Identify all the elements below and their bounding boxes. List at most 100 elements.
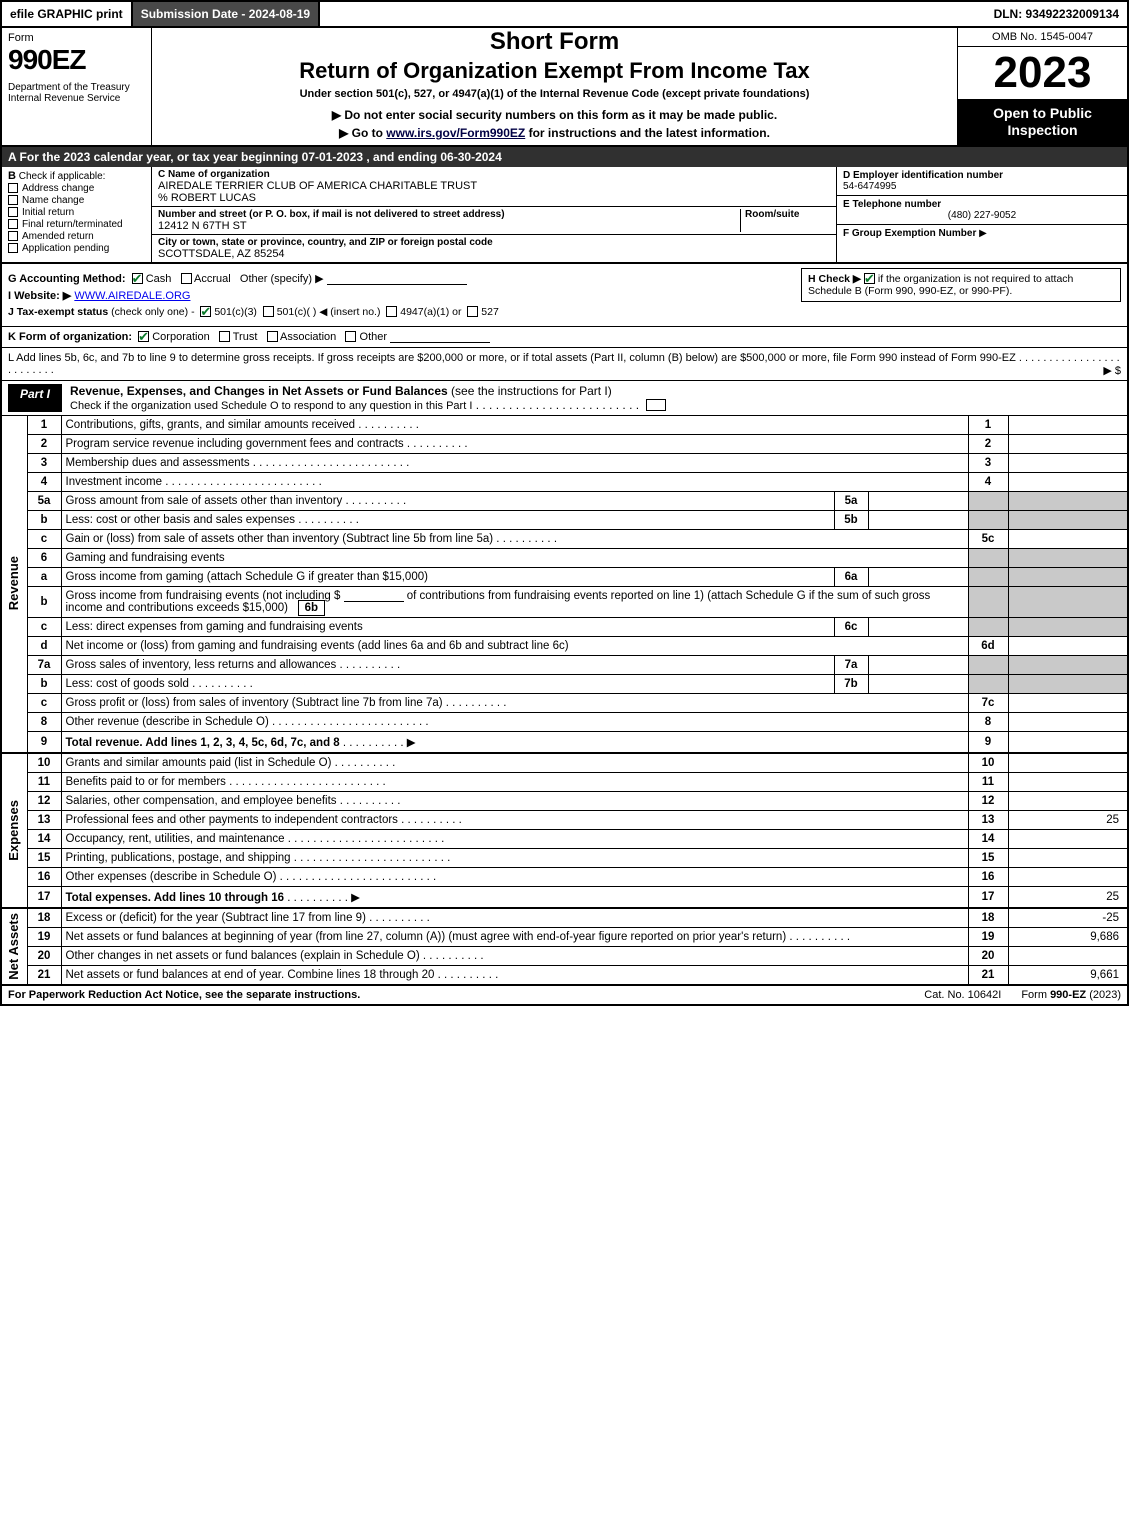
title-long: Return of Organization Exempt From Incom… bbox=[160, 58, 949, 84]
line-10: Grants and similar amounts paid (list in… bbox=[66, 757, 332, 769]
checkbox-amended-return[interactable] bbox=[8, 231, 18, 241]
line-11: Benefits paid to or for members bbox=[66, 776, 226, 788]
line-8: Other revenue (describe in Schedule O) bbox=[66, 716, 269, 728]
line-16: Other expenses (describe in Schedule O) bbox=[66, 871, 277, 883]
section-c: C Name of organization AIREDALE TERRIER … bbox=[152, 167, 837, 262]
footer-right-suffix: (2023) bbox=[1086, 989, 1121, 1001]
checkbox-application-pending[interactable] bbox=[8, 243, 18, 253]
part1-tab: Part I bbox=[8, 384, 62, 412]
j-o2: 501(c)( ) ◀ (insert no.) bbox=[277, 306, 381, 318]
checkbox-h[interactable] bbox=[864, 273, 875, 284]
footer-center: Cat. No. 10642I bbox=[904, 989, 1021, 1001]
c-city-value: SCOTTSDALE, AZ 85254 bbox=[158, 248, 830, 260]
note-link-prefix: ▶ Go to bbox=[339, 126, 386, 140]
note-ssn: ▶ Do not enter social security numbers o… bbox=[160, 108, 949, 122]
side-label-expenses: Expenses bbox=[6, 800, 21, 861]
checkbox-trust[interactable] bbox=[219, 331, 230, 342]
line-12: Salaries, other compensation, and employ… bbox=[66, 795, 337, 807]
header-left: Form 990EZ Department of the Treasury In… bbox=[2, 28, 152, 145]
k-o3: Other bbox=[360, 331, 388, 343]
part1-title-note: (see the instructions for Part I) bbox=[448, 384, 612, 398]
part1-title: Revenue, Expenses, and Changes in Net As… bbox=[62, 381, 1127, 415]
chk-label: Amended return bbox=[22, 231, 94, 242]
line-num: 1 bbox=[27, 416, 61, 435]
checkbox-4947[interactable] bbox=[386, 306, 397, 317]
row-a: A For the 2023 calendar year, or tax yea… bbox=[0, 147, 1129, 167]
c-room-label: Room/suite bbox=[745, 209, 830, 220]
checkbox-address-change[interactable] bbox=[8, 183, 18, 193]
section-h: H Check ▶ if the organization is not req… bbox=[801, 268, 1121, 302]
k-o1: Trust bbox=[233, 331, 258, 343]
checkbox-501c3[interactable] bbox=[200, 306, 211, 317]
checkbox-527[interactable] bbox=[467, 306, 478, 317]
f-label: F Group Exemption Number bbox=[843, 228, 976, 239]
line-6d: Net income or (loss) from gaming and fun… bbox=[66, 640, 569, 652]
d-label: D Employer identification number bbox=[843, 170, 1121, 181]
block-bcdef: B Check if applicable: Address change Na… bbox=[0, 167, 1129, 264]
line-7c: Gross profit or (loss) from sales of inv… bbox=[66, 697, 443, 709]
c-careof: % ROBERT LUCAS bbox=[158, 192, 830, 204]
footer-right-form: 990-EZ bbox=[1050, 989, 1086, 1001]
footer-right-prefix: Form bbox=[1021, 989, 1050, 1001]
section-j: J Tax-exempt status (check only one) - 5… bbox=[8, 306, 1121, 318]
line-5c: Gain or (loss) from sale of assets other… bbox=[66, 533, 494, 545]
e-label: E Telephone number bbox=[843, 199, 1121, 210]
line-20: Other changes in net assets or fund bala… bbox=[66, 950, 420, 962]
title-short: Short Form bbox=[160, 28, 949, 56]
checkbox-other-org[interactable] bbox=[345, 331, 356, 342]
checkbox-assoc[interactable] bbox=[267, 331, 278, 342]
e-value: (480) 227-9052 bbox=[843, 210, 1121, 221]
chk-label: Initial return bbox=[22, 207, 74, 218]
section-b-sub: Check if applicable: bbox=[19, 171, 106, 182]
chk-label: Application pending bbox=[22, 243, 109, 254]
checkbox-schedule-o[interactable] bbox=[646, 399, 666, 411]
line-9: Total revenue. Add lines 1, 2, 3, 4, 5c,… bbox=[66, 737, 340, 749]
j-o4: 527 bbox=[481, 306, 499, 318]
form-label: Form bbox=[8, 32, 145, 44]
part1-table: Revenue 1 Contributions, gifts, grants, … bbox=[0, 416, 1129, 985]
j-note: (check only one) - bbox=[111, 306, 194, 318]
checkbox-name-change[interactable] bbox=[8, 195, 18, 205]
part1-title-text: Revenue, Expenses, and Changes in Net As… bbox=[70, 384, 448, 398]
part1-check-line: Check if the organization used Schedule … bbox=[70, 400, 472, 412]
submission-date: Submission Date - 2024-08-19 bbox=[133, 2, 320, 26]
l-text: L Add lines 5b, 6c, and 7b to line 9 to … bbox=[8, 352, 1016, 364]
part1-header: Part I Revenue, Expenses, and Changes in… bbox=[0, 381, 1129, 416]
section-l: L Add lines 5b, 6c, and 7b to line 9 to … bbox=[0, 348, 1129, 381]
g-label: G Accounting Method: bbox=[8, 273, 126, 285]
irs-link[interactable]: www.irs.gov/Form990EZ bbox=[386, 126, 525, 140]
k-label: K Form of organization: bbox=[8, 331, 132, 343]
line-14: Occupancy, rent, utilities, and maintena… bbox=[66, 833, 285, 845]
checkbox-cash[interactable] bbox=[132, 273, 143, 284]
j-label: J Tax-exempt status bbox=[8, 306, 108, 318]
website-link[interactable]: WWW.AIREDALE.ORG bbox=[74, 290, 190, 302]
section-k: K Form of organization: Corporation Trus… bbox=[0, 327, 1129, 348]
footer-right: Form 990-EZ (2023) bbox=[1021, 989, 1121, 1001]
header-center: Short Form Return of Organization Exempt… bbox=[152, 28, 957, 145]
checkbox-initial-return[interactable] bbox=[8, 207, 18, 217]
form-number: 990EZ bbox=[8, 44, 145, 76]
rnum: 1 bbox=[968, 416, 1008, 435]
line-6c: Less: direct expenses from gaming and fu… bbox=[66, 621, 363, 633]
line-3: Membership dues and assessments bbox=[66, 457, 250, 469]
chk-label: Final return/terminated bbox=[22, 219, 123, 230]
checkbox-corp[interactable] bbox=[138, 331, 149, 342]
checkbox-501c[interactable] bbox=[263, 306, 274, 317]
efile-label: efile GRAPHIC print bbox=[2, 2, 133, 26]
line-17: Total expenses. Add lines 10 through 16 bbox=[66, 892, 285, 904]
l-tail: ▶ $ bbox=[1103, 364, 1121, 377]
section-def: D Employer identification number 54-6474… bbox=[837, 167, 1127, 262]
checkbox-final-return[interactable] bbox=[8, 219, 18, 229]
checkbox-accrual[interactable] bbox=[181, 273, 192, 284]
c-name-value: AIREDALE TERRIER CLUB OF AMERICA CHARITA… bbox=[158, 180, 830, 192]
j-o1: 501(c)(3) bbox=[214, 306, 257, 318]
chk-label: Name change bbox=[22, 195, 84, 206]
amt-19: 9,686 bbox=[1008, 927, 1128, 946]
omb-number: OMB No. 1545-0047 bbox=[958, 28, 1127, 47]
line-num: 2 bbox=[27, 434, 61, 453]
c-street-label: Number and street (or P. O. box, if mail… bbox=[158, 209, 740, 220]
g-other-blank bbox=[327, 273, 467, 285]
c-city-label: City or town, state or province, country… bbox=[158, 237, 830, 248]
amt-18: -25 bbox=[1008, 908, 1128, 928]
page-footer: For Paperwork Reduction Act Notice, see … bbox=[0, 985, 1129, 1006]
